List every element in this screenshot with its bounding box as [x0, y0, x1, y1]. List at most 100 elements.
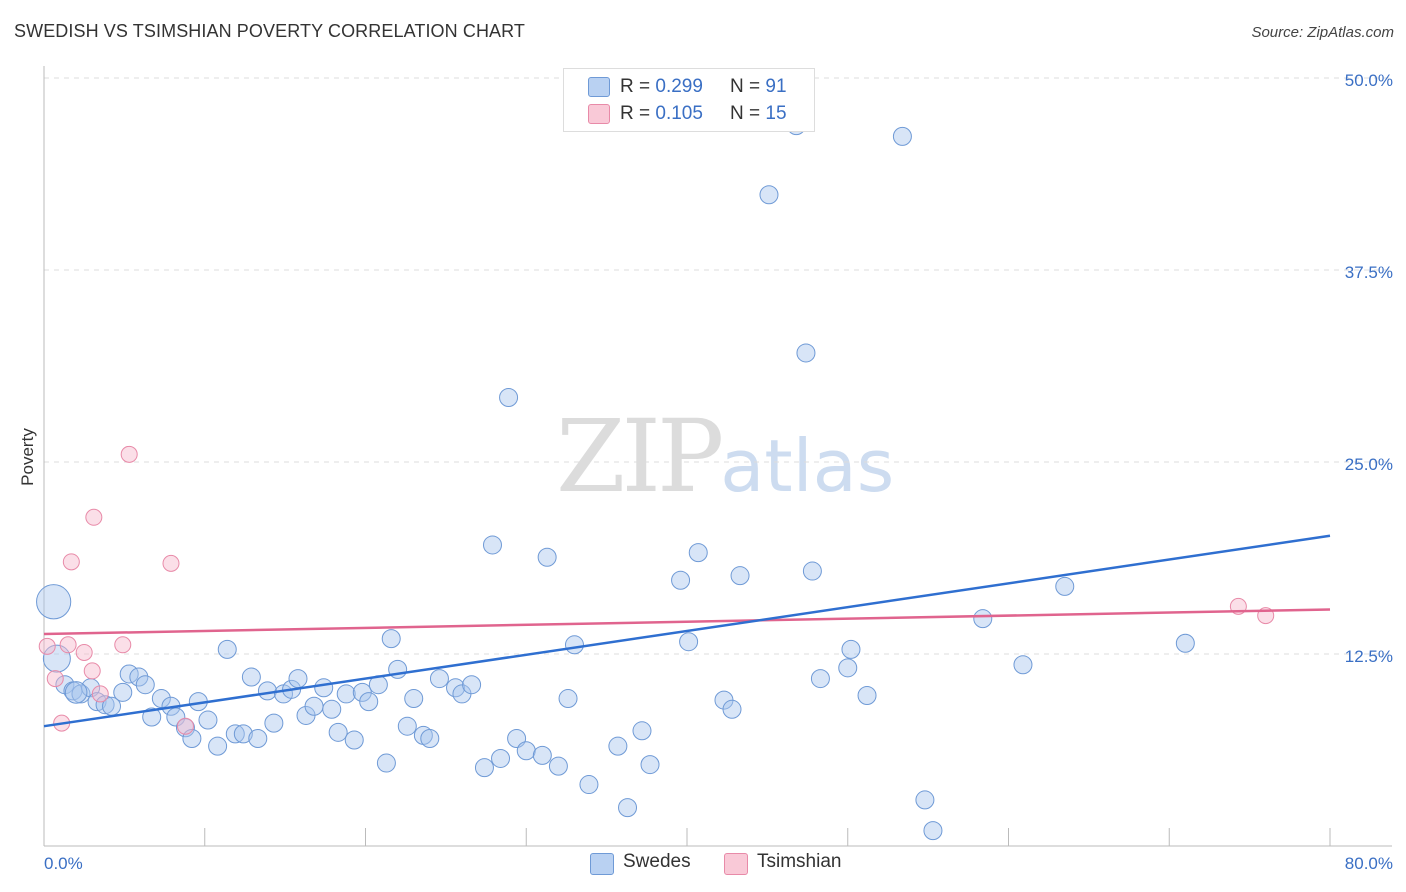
- swedes-point: [376, 753, 396, 773]
- swedes-point: [322, 699, 342, 719]
- tsimshian-point: [62, 553, 80, 571]
- swedes-point: [474, 758, 494, 778]
- tsimshian-n-text: N = 15: [730, 103, 787, 125]
- swedes-point: [64, 681, 88, 704]
- swedes-points: [36, 116, 1195, 841]
- tsimshian-point: [91, 685, 109, 703]
- watermark: ZIPatlas: [556, 398, 894, 515]
- correlation-legend: R = 0.299 N = 91 R = 0.105 N = 15: [563, 68, 815, 132]
- swedes-point: [532, 745, 552, 765]
- swedes-point: [841, 639, 861, 659]
- tsimshian-r-text: R = 0.105: [620, 103, 703, 125]
- swedes-point: [166, 707, 186, 727]
- swedes-point: [198, 710, 218, 730]
- swedes-point: [344, 730, 364, 750]
- swedes-point: [618, 798, 638, 818]
- swedes-point: [632, 721, 652, 741]
- y-tick-label: 37.5%: [1345, 263, 1393, 282]
- x-tick-label: 80.0%: [1345, 854, 1393, 873]
- swedes-point: [688, 543, 708, 563]
- swedes-point: [129, 667, 149, 687]
- swedes-point: [516, 741, 536, 761]
- swedes-point: [381, 629, 401, 649]
- swedes-point: [336, 684, 356, 704]
- tsimshian-point: [85, 508, 103, 526]
- swedes-point: [462, 675, 482, 695]
- swedes-trend-line: [43, 534, 1331, 728]
- swedes-point: [151, 689, 171, 709]
- swedes-point: [796, 343, 816, 363]
- swedes-point: [482, 535, 502, 555]
- tsimshian-point: [59, 636, 77, 654]
- swedes-point: [264, 713, 284, 733]
- swedes-point: [1175, 633, 1195, 653]
- swedes-point: [558, 689, 578, 709]
- swedes-point: [499, 387, 519, 407]
- swedes-point: [537, 547, 557, 567]
- trend-lines: [43, 534, 1331, 728]
- swedes-point: [564, 635, 584, 655]
- tsimshian-n-value: 15: [765, 103, 787, 124]
- y-tick-label: 25.0%: [1345, 455, 1393, 474]
- swedes-point: [233, 724, 253, 744]
- swedes-point: [892, 126, 912, 146]
- tsimshian-point: [38, 637, 56, 655]
- swedes-point: [352, 682, 372, 702]
- swedes-point: [142, 707, 162, 727]
- swedes-point: [802, 561, 822, 581]
- swedes-point: [973, 609, 993, 629]
- swedes-point: [314, 678, 334, 698]
- tsimshian-swatch: [588, 104, 610, 124]
- tsimshian-r-value: 0.105: [655, 103, 703, 124]
- swedes-n-label: N =: [730, 76, 766, 97]
- swedes-point: [95, 695, 115, 715]
- y-tick-label: 50.0%: [1345, 71, 1393, 90]
- swedes-point: [640, 755, 660, 775]
- watermark-zip: ZIP: [556, 398, 724, 515]
- swedes-point: [208, 736, 228, 756]
- swedes-point: [1055, 576, 1075, 596]
- swedes-legend-label: Swedes: [623, 851, 691, 872]
- tick-labels: 12.5% 25.0% 37.5% 50.0% 0.0% 80.0% Poverty: [18, 71, 1393, 873]
- swedes-point: [548, 756, 568, 776]
- swedes-point: [491, 748, 511, 768]
- swedes-n-text: N = 91: [730, 76, 787, 98]
- swedes-point: [810, 669, 830, 689]
- swedes-point: [671, 570, 691, 590]
- tsimshian-point: [176, 717, 194, 735]
- x-tick-label: 0.0%: [44, 854, 83, 873]
- tsimshian-point: [46, 670, 64, 688]
- tsimshian-trend-line: [43, 608, 1331, 636]
- swedes-r-value: 0.299: [655, 76, 703, 97]
- tsimshian-point: [75, 643, 93, 661]
- tsimshian-point: [83, 662, 101, 680]
- swedes-point: [608, 736, 628, 756]
- swedes-point: [36, 584, 72, 620]
- tsimshian-legend-swatch: [724, 853, 748, 875]
- tsimshian-legend-label: Tsimshian: [757, 851, 842, 872]
- swedes-swatch: [588, 77, 610, 97]
- swedes-point: [857, 685, 877, 705]
- source-credit: Source: ZipAtlas.com: [1251, 24, 1394, 41]
- swedes-r-label: R =: [620, 76, 656, 97]
- swedes-point: [397, 716, 417, 736]
- swedes-point: [420, 728, 440, 748]
- gridlines: [44, 77, 1392, 655]
- swedes-point: [248, 728, 268, 748]
- swedes-point: [730, 566, 750, 586]
- tsimshian-point: [162, 554, 180, 572]
- swedes-point: [429, 669, 449, 689]
- swedes-point: [759, 185, 779, 205]
- swedes-point: [304, 696, 324, 716]
- swedes-point: [838, 658, 858, 678]
- swedes-point: [217, 639, 237, 659]
- swedes-point: [915, 790, 935, 810]
- y-tick-label: 12.5%: [1345, 647, 1393, 666]
- swedes-point: [113, 682, 133, 702]
- tsimshian-point: [120, 445, 138, 463]
- swedes-point: [359, 692, 379, 712]
- swedes-point: [722, 699, 742, 719]
- swedes-n-value: 91: [765, 76, 787, 97]
- swedes-r-text: R = 0.299: [620, 76, 703, 98]
